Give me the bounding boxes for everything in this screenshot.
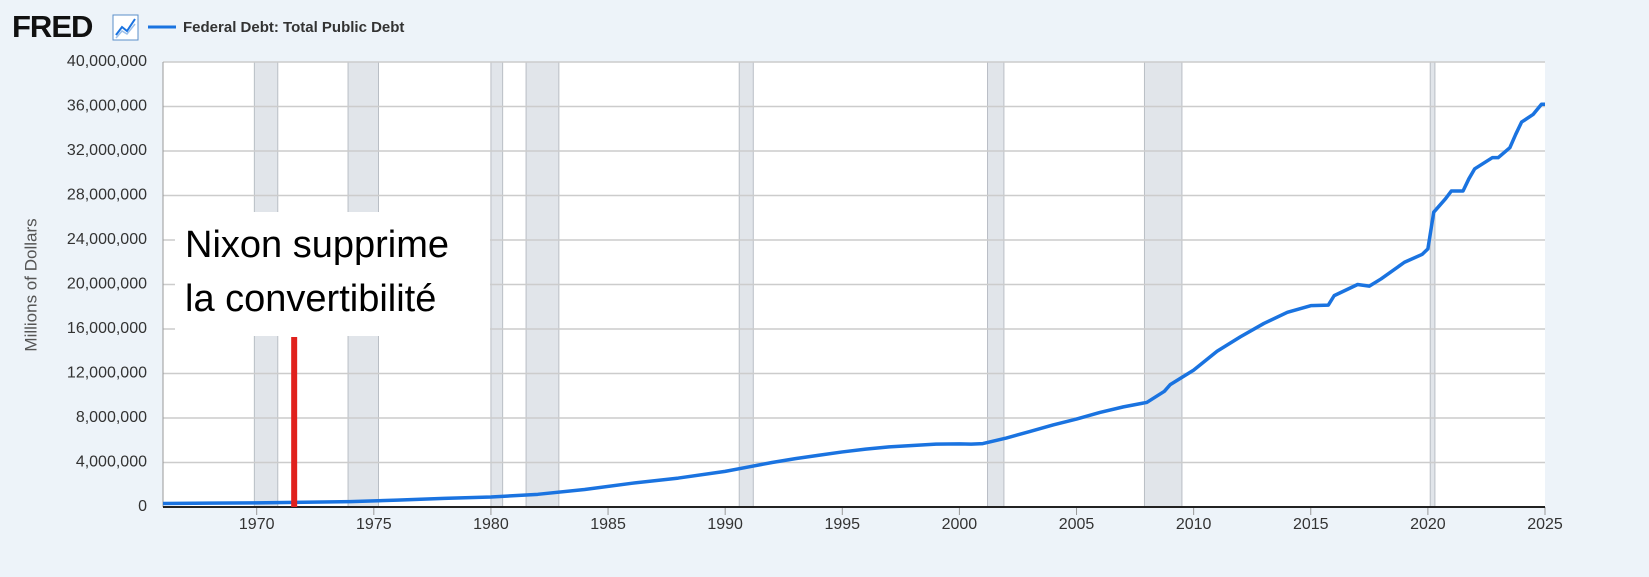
y-tick-label: 12,000,000 <box>67 365 147 382</box>
y-tick-label: 8,000,000 <box>76 409 147 426</box>
y-tick-label: 36,000,000 <box>67 98 147 115</box>
x-tick-label: 1995 <box>824 516 860 533</box>
y-tick-label: 40,000,000 <box>67 53 147 70</box>
annotation-text: la convertibilité <box>185 278 436 320</box>
x-tick-label: 1980 <box>473 516 509 533</box>
logo-icon <box>112 14 139 41</box>
x-tick-label: 2010 <box>1176 516 1212 533</box>
y-tick-label: 28,000,000 <box>67 187 147 204</box>
x-tick-label: 1975 <box>356 516 392 533</box>
annotation-box <box>175 212 490 336</box>
data-line <box>162 102 1545 506</box>
y-tick-label: 32,000,000 <box>67 142 147 159</box>
annotation-text: Nixon supprime <box>185 224 449 266</box>
x-tick-label: 2025 <box>1527 516 1563 533</box>
y-tick-label: 4,000,000 <box>76 454 147 471</box>
y-tick-label: 0 <box>138 498 147 515</box>
x-tick-label: 1985 <box>590 516 626 533</box>
x-tick-label: 2020 <box>1410 516 1446 533</box>
y-tick-label: 24,000,000 <box>67 231 147 248</box>
y-axis-label: Millions of Dollars <box>21 218 40 351</box>
x-tick-label: 2000 <box>942 516 978 533</box>
x-tick-label: 1990 <box>707 516 743 533</box>
legend-label: Federal Debt: Total Public Debt <box>183 19 404 36</box>
logo: FRED <box>12 9 93 44</box>
y-tick-label: 20,000,000 <box>67 276 147 293</box>
y-tick-label: 16,000,000 <box>67 320 147 337</box>
x-tick-label: 1970 <box>239 516 275 533</box>
x-tick-label: 2005 <box>1059 516 1095 533</box>
x-tick-label: 2015 <box>1293 516 1329 533</box>
